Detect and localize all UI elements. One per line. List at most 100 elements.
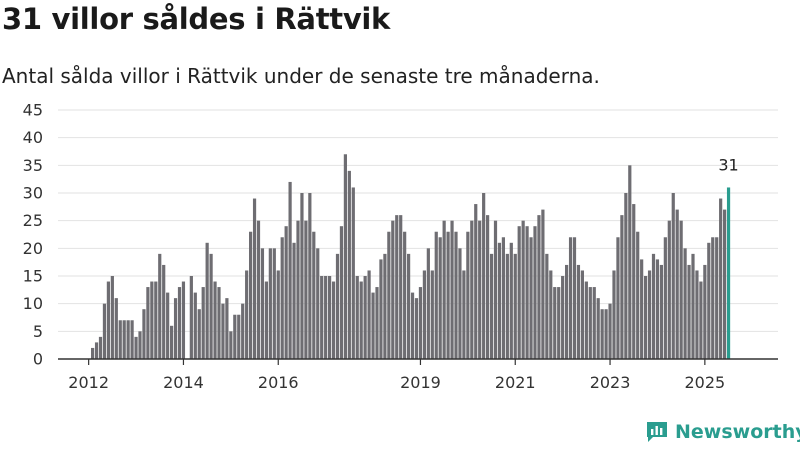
bar bbox=[695, 270, 699, 359]
bar bbox=[671, 193, 675, 359]
bar bbox=[264, 281, 268, 359]
bar bbox=[493, 220, 498, 359]
bar bbox=[367, 270, 371, 359]
bar bbox=[517, 226, 521, 359]
bar bbox=[474, 204, 478, 359]
bar bbox=[663, 237, 667, 359]
bar bbox=[225, 298, 229, 359]
bar bbox=[272, 248, 276, 359]
chart-title: 31 villor såldes i Rättvik bbox=[2, 2, 391, 36]
bar bbox=[395, 215, 399, 359]
bar bbox=[438, 237, 442, 359]
bar bbox=[466, 231, 470, 359]
bar bbox=[442, 220, 446, 359]
bar bbox=[347, 170, 351, 359]
bar bbox=[434, 231, 438, 359]
bar bbox=[363, 276, 367, 359]
bar bbox=[126, 320, 130, 359]
bar bbox=[458, 248, 462, 359]
y-tick-label: 5 bbox=[33, 322, 43, 341]
bar bbox=[118, 320, 122, 359]
bar bbox=[604, 309, 608, 359]
bar bbox=[209, 253, 213, 359]
y-tick-label: 20 bbox=[23, 239, 43, 258]
bar bbox=[316, 248, 320, 359]
y-tick-label: 15 bbox=[23, 267, 43, 286]
bar bbox=[166, 292, 170, 359]
bar bbox=[659, 264, 663, 359]
bar bbox=[703, 264, 707, 359]
chart-subtitle: Antal sålda villor i Rättvik under de se… bbox=[2, 64, 600, 88]
bar bbox=[328, 276, 332, 359]
bar bbox=[217, 287, 221, 359]
bar bbox=[300, 193, 304, 359]
bar bbox=[521, 220, 525, 359]
bar bbox=[383, 253, 387, 359]
bar bbox=[343, 154, 347, 359]
x-tick-label: 2014 bbox=[163, 373, 204, 392]
bar bbox=[505, 253, 509, 359]
newsworthy-icon bbox=[647, 422, 667, 442]
bar bbox=[533, 226, 537, 359]
x-tick-label: 2016 bbox=[258, 373, 299, 392]
bar bbox=[260, 248, 265, 359]
bar bbox=[723, 209, 727, 359]
bar bbox=[355, 276, 359, 359]
bar bbox=[537, 215, 541, 359]
bar bbox=[177, 287, 182, 359]
bar bbox=[584, 281, 588, 359]
bar bbox=[572, 237, 577, 359]
bar bbox=[94, 342, 99, 359]
bar bbox=[150, 281, 154, 359]
x-tick-label: 2019 bbox=[400, 373, 441, 392]
bar bbox=[308, 193, 312, 359]
bar bbox=[403, 231, 407, 359]
bar bbox=[387, 231, 391, 359]
bar bbox=[632, 204, 636, 359]
bar bbox=[359, 281, 363, 359]
bar bbox=[525, 226, 529, 359]
bar bbox=[683, 248, 687, 359]
bar bbox=[280, 237, 284, 359]
bar bbox=[553, 287, 557, 359]
latest-value-label: 31 bbox=[718, 155, 738, 174]
bar bbox=[371, 292, 375, 359]
bar bbox=[241, 303, 245, 359]
bar bbox=[636, 231, 640, 359]
bar bbox=[529, 237, 533, 359]
bar bbox=[501, 237, 505, 359]
bar bbox=[170, 325, 174, 359]
bar bbox=[565, 264, 569, 359]
bar bbox=[600, 309, 604, 359]
y-tick-label: 35 bbox=[23, 156, 43, 175]
bar bbox=[687, 264, 691, 359]
bar bbox=[675, 209, 679, 359]
bar bbox=[106, 281, 110, 359]
bar bbox=[430, 270, 434, 359]
bar bbox=[134, 336, 138, 359]
y-tick-label: 0 bbox=[33, 350, 43, 369]
bar bbox=[98, 336, 103, 359]
bar bbox=[205, 242, 209, 359]
x-tick-label: 2023 bbox=[590, 373, 631, 392]
bar bbox=[715, 237, 719, 359]
bar bbox=[122, 320, 126, 359]
bar bbox=[138, 331, 142, 359]
bar bbox=[640, 259, 644, 359]
bar bbox=[454, 231, 458, 359]
bar bbox=[655, 259, 660, 359]
bar bbox=[624, 193, 628, 359]
bar-latest bbox=[726, 187, 731, 359]
bar bbox=[233, 314, 237, 359]
bar bbox=[588, 287, 592, 359]
bar bbox=[296, 220, 300, 359]
bar bbox=[91, 347, 95, 359]
bar bbox=[426, 248, 430, 359]
bar bbox=[486, 215, 490, 359]
bar bbox=[699, 281, 703, 359]
bar bbox=[110, 276, 114, 359]
x-tick-label: 2012 bbox=[68, 373, 109, 392]
bar bbox=[102, 303, 107, 359]
bar bbox=[568, 237, 573, 359]
y-tick-label: 40 bbox=[23, 128, 43, 147]
